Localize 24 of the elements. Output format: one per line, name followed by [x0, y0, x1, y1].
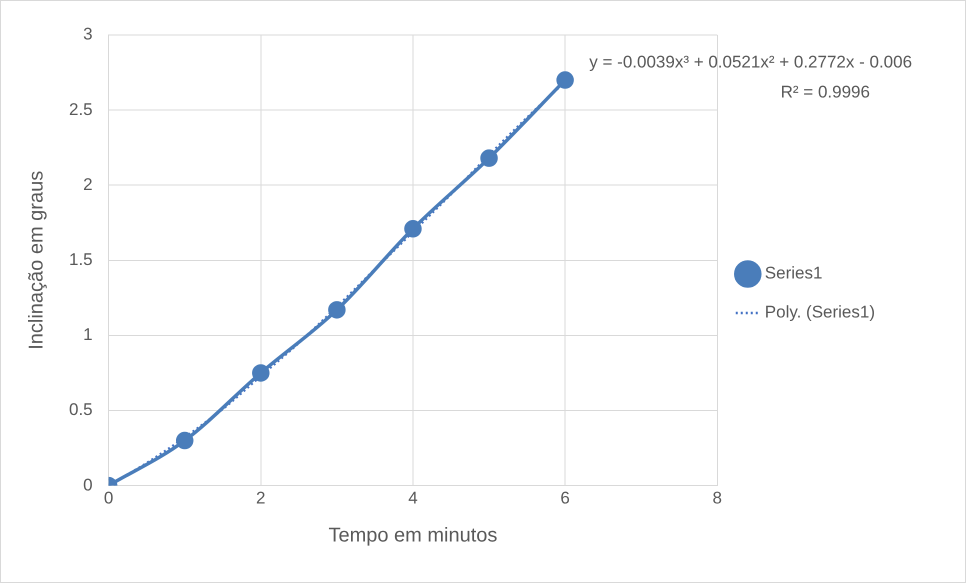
y-tick-label: 3 [83, 24, 93, 44]
y-tick-label: 0 [83, 475, 93, 494]
x-tick-label: 8 [712, 488, 722, 508]
legend-label: Poly. (Series1) [764, 302, 875, 322]
y-tick-label: 2 [83, 174, 93, 194]
x-tick-label: 6 [560, 488, 570, 508]
x-tick-label: 2 [256, 488, 266, 508]
point [176, 432, 194, 450]
legend-label: Series1 [764, 264, 822, 283]
text: R² = 0.9996 [780, 82, 870, 102]
point [556, 71, 574, 89]
point [480, 149, 498, 167]
point [252, 364, 270, 382]
y-axis-title: Inclinação em graus [26, 170, 48, 350]
annotation: y = -0.0039x³ + 0.0521x² + 0.2772x - 0.006 [589, 52, 912, 72]
point [404, 220, 422, 238]
y-tick-label: 1.5 [68, 250, 93, 269]
y-tick-label: 0.5 [68, 400, 93, 420]
x-tick-label: 4 [408, 488, 418, 508]
x-tick-label: 0 [104, 488, 114, 508]
y-tick-label: 1 [83, 325, 93, 344]
y-tick-label: 2.5 [68, 100, 93, 119]
x-axis-title: Tempo em minutos [328, 524, 498, 547]
point [328, 301, 346, 319]
